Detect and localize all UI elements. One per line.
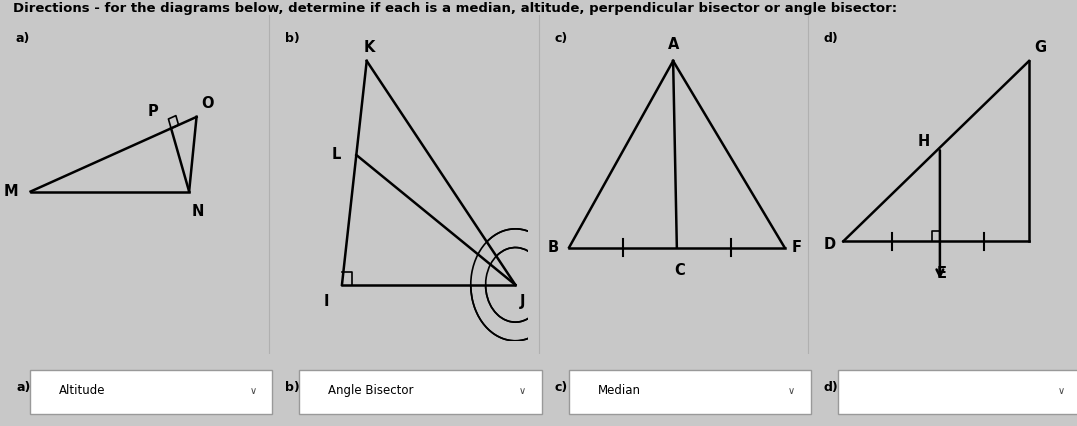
Text: P: P xyxy=(148,104,158,119)
Text: M: M xyxy=(3,184,18,199)
Text: d): d) xyxy=(824,381,839,394)
Text: ∨: ∨ xyxy=(519,386,526,396)
FancyBboxPatch shape xyxy=(30,371,272,414)
Text: ∨: ∨ xyxy=(1058,386,1064,396)
Text: G: G xyxy=(1034,40,1046,55)
Text: b): b) xyxy=(285,381,300,394)
Text: F: F xyxy=(792,240,802,255)
Text: D: D xyxy=(824,237,836,252)
Text: E: E xyxy=(936,266,946,281)
Text: I: I xyxy=(324,294,330,309)
Text: L: L xyxy=(332,147,341,162)
Text: J: J xyxy=(520,294,526,309)
Text: c): c) xyxy=(555,32,568,45)
Text: a): a) xyxy=(16,32,30,45)
Text: N: N xyxy=(192,204,204,219)
Text: b): b) xyxy=(285,32,299,45)
Text: d): d) xyxy=(824,32,838,45)
Text: Median: Median xyxy=(598,384,641,397)
Text: Directions - for the diagrams below, determine if each is a median, altitude, pe: Directions - for the diagrams below, det… xyxy=(13,2,897,15)
FancyBboxPatch shape xyxy=(569,371,811,414)
Text: C: C xyxy=(674,263,685,278)
FancyBboxPatch shape xyxy=(838,371,1077,414)
Text: c): c) xyxy=(555,381,568,394)
Text: K: K xyxy=(364,40,375,55)
Text: O: O xyxy=(201,96,214,111)
Text: B: B xyxy=(548,240,559,255)
Text: Angle Bisector: Angle Bisector xyxy=(328,384,414,397)
Text: A: A xyxy=(668,37,679,52)
Text: H: H xyxy=(918,134,931,149)
Text: a): a) xyxy=(16,381,30,394)
Text: ∨: ∨ xyxy=(788,386,795,396)
FancyBboxPatch shape xyxy=(299,371,542,414)
Text: Altitude: Altitude xyxy=(59,384,106,397)
Text: ∨: ∨ xyxy=(250,386,256,396)
